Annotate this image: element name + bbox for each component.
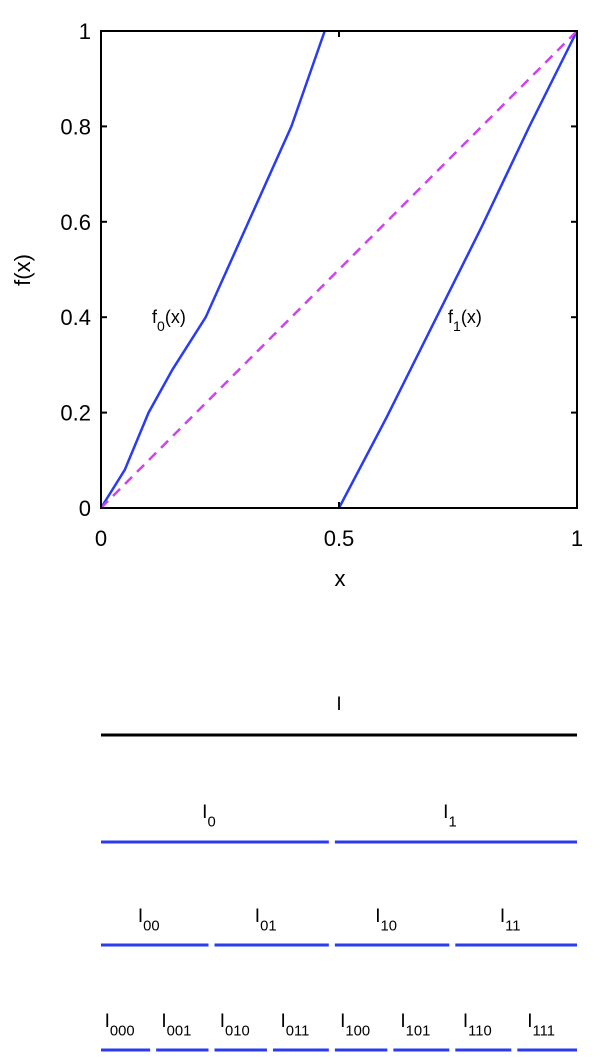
- label-base: I: [443, 802, 448, 823]
- y-tick-label: 0.4: [60, 305, 91, 330]
- label-base: I: [280, 1011, 285, 1032]
- label-subscript: 000: [110, 1024, 135, 1040]
- label-base: I: [340, 1011, 345, 1032]
- plot-frame: [100, 30, 578, 509]
- label-subscript: 010: [225, 1024, 250, 1040]
- line-series: [100, 30, 578, 509]
- label-base: f: [152, 307, 158, 327]
- interval-label: I111: [527, 1011, 555, 1040]
- interval-label: I01: [255, 906, 277, 935]
- label-suffix: (x): [461, 307, 482, 327]
- label-base: I: [463, 1011, 468, 1032]
- label-subscript: 01: [260, 919, 276, 935]
- interval-label: I001: [161, 1011, 191, 1040]
- label-subscript: 00: [143, 919, 159, 935]
- label-subscript: 1: [448, 815, 456, 831]
- y-tick-label: 1: [79, 19, 91, 44]
- interval-label: I000: [105, 1011, 135, 1040]
- line-series: [99, 30, 326, 509]
- label-base: I: [527, 1011, 532, 1032]
- label-subscript: 101: [406, 1024, 431, 1040]
- interval-label: I011: [280, 1011, 309, 1040]
- label-subscript: 1: [453, 318, 461, 334]
- label-base: I: [255, 906, 260, 927]
- interval-label: I100: [340, 1011, 370, 1040]
- label-subscript: 0: [157, 318, 165, 334]
- interval-label: I: [336, 694, 341, 715]
- label-subscript: 11: [505, 919, 520, 935]
- label-base: I: [220, 1011, 225, 1032]
- label-base: I: [336, 694, 341, 715]
- label-suffix: (x): [165, 307, 186, 327]
- label-subscript: 10: [380, 919, 396, 935]
- label-subscript: 011: [286, 1024, 310, 1040]
- interval-label: I11: [500, 906, 521, 935]
- interval-label: I010: [220, 1011, 250, 1040]
- label-base: I: [500, 906, 505, 927]
- label-base: I: [202, 802, 207, 823]
- interval-label: I0: [202, 802, 216, 831]
- y-tick-label: 0.8: [60, 114, 91, 139]
- label-subscript: 111: [533, 1024, 556, 1040]
- label-subscript: 0: [207, 815, 215, 831]
- annotation: f1(x): [448, 307, 482, 334]
- label-base: f: [448, 307, 454, 327]
- x-tick-label: 0: [95, 526, 107, 551]
- label-base: I: [400, 1011, 405, 1032]
- interval-label: I101: [400, 1011, 430, 1040]
- x-tick-label: 1: [571, 526, 583, 551]
- label-base: I: [375, 906, 380, 927]
- y-axis-label: f(x): [10, 254, 35, 286]
- annotation: f0(x): [152, 307, 186, 334]
- interval-label: I00: [138, 906, 160, 935]
- label-base: I: [105, 1011, 110, 1032]
- interval-label: I1: [443, 802, 457, 831]
- y-tick-label: 0: [79, 496, 91, 521]
- label-base: I: [161, 1011, 166, 1032]
- label-subscript: 110: [468, 1024, 492, 1040]
- y-tick-label: 0.6: [60, 210, 91, 235]
- line-series: [337, 30, 579, 509]
- interval-label: I110: [463, 1011, 492, 1040]
- x-axis-label: x: [335, 566, 346, 591]
- label-base: I: [138, 906, 143, 927]
- label-subscript: 001: [167, 1024, 192, 1040]
- label-subscript: 100: [345, 1024, 370, 1040]
- y-tick-label: 0.2: [60, 401, 91, 426]
- x-tick-label: 0.5: [324, 526, 355, 551]
- interval-label: I10: [375, 906, 397, 935]
